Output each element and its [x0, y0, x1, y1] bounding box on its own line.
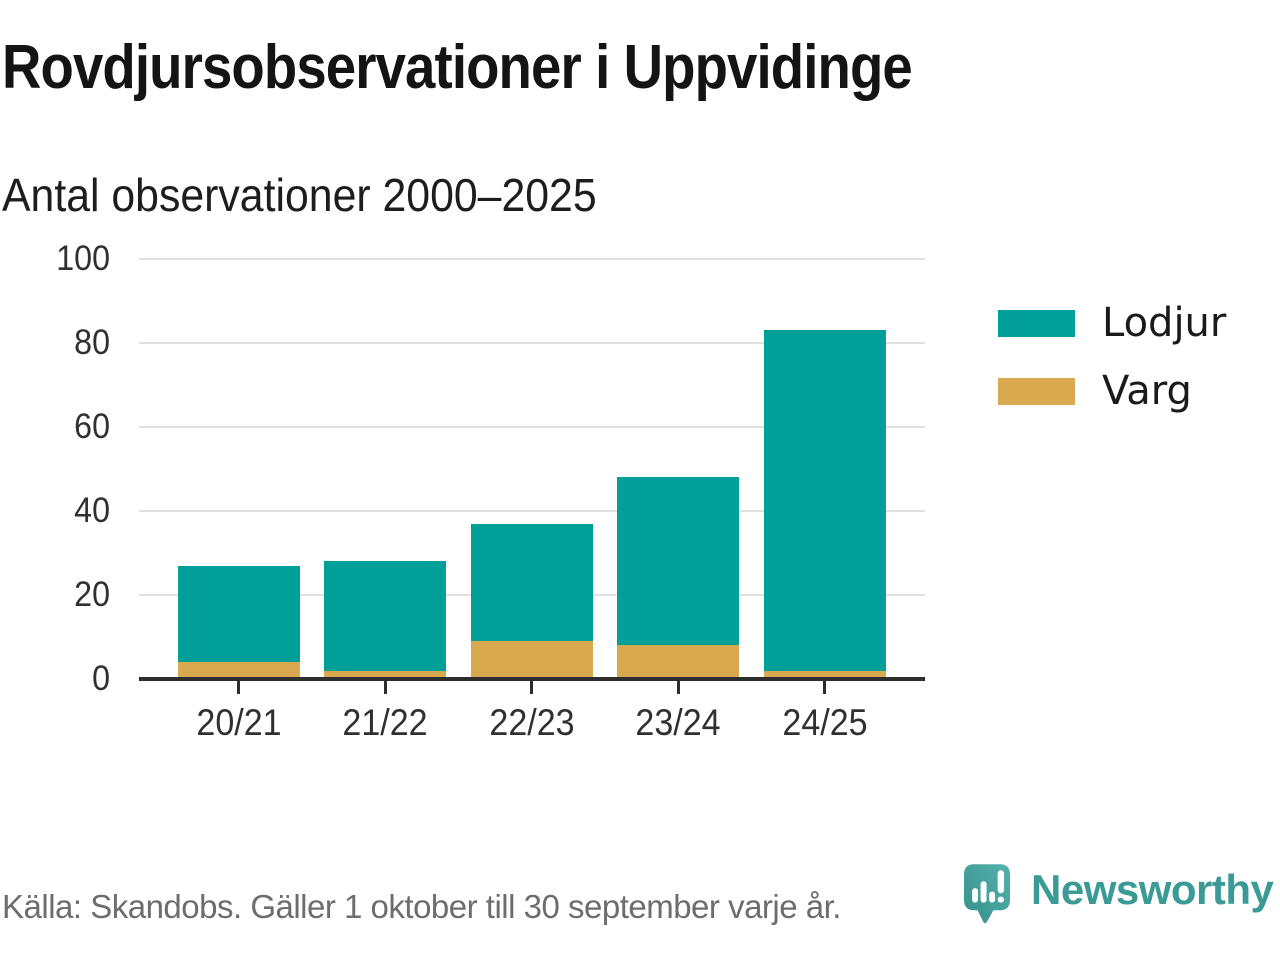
bar-segment-varg-24-25 [763, 670, 886, 679]
page-title: Rovdjursobservationer i Uppvidinge [2, 33, 913, 102]
bar-segment-varg-22-23 [470, 641, 593, 679]
chart-subtitle: Antal observationer 2000–2025 [2, 169, 597, 221]
bar-segment-varg-20-21 [177, 662, 300, 679]
brand-lockup: Newsworthy [964, 864, 1274, 925]
x-tick-label-20-21: 20/21 [195, 702, 282, 743]
bar-segment-varg-21-22 [324, 670, 446, 679]
plot-area [139, 258, 925, 679]
legend-swatch-varg [998, 377, 1075, 405]
y-tick-label-20: 20 [74, 575, 110, 614]
bar-segment-varg-23-24 [617, 645, 739, 679]
bar-segment-lodjur-23-24 [617, 477, 739, 646]
y-tick-label-80: 80 [74, 323, 110, 362]
legend-item-varg: Varg [998, 368, 1226, 414]
gridline-y60 [139, 426, 925, 428]
x-tick-label-21-22: 21/22 [342, 702, 428, 743]
gridline-y100 [139, 258, 925, 260]
source-note: Källa: Skandobs. Gäller 1 oktober till 3… [2, 888, 841, 925]
x-tick-22-23 [530, 681, 533, 694]
bar-segment-lodjur-20-21 [177, 565, 300, 663]
x-tick-label-22-23: 22/23 [488, 702, 575, 743]
gridline-y40 [139, 510, 925, 512]
y-tick-label-60: 60 [74, 407, 110, 446]
legend-label-lodjur: Lodjur [1102, 300, 1227, 346]
x-tick-24-25 [823, 681, 826, 694]
legend-swatch-lodjur [998, 309, 1075, 337]
x-tick-23-24 [676, 681, 680, 694]
brand-name: Newsworthy [1031, 866, 1274, 913]
x-tick-label-23-24: 23/24 [635, 702, 721, 743]
x-axis-line [139, 677, 925, 681]
y-tick-label-100: 100 [56, 239, 110, 278]
legend-label-varg: Varg [1102, 368, 1192, 414]
x-tick-20-21 [237, 681, 240, 694]
bar-segment-lodjur-24-25 [763, 330, 886, 671]
x-tick-label-24-25: 24/25 [781, 702, 868, 743]
y-tick-label-0: 0 [92, 659, 110, 698]
x-tick-21-22 [383, 681, 387, 694]
bar-segment-lodjur-21-22 [324, 561, 446, 671]
legend-item-lodjur: Lodjur [998, 300, 1226, 346]
gridline-y80 [139, 342, 925, 344]
newsworthy-logo-icon [964, 864, 1010, 924]
legend: Lodjur Varg [998, 300, 1226, 414]
y-tick-label-40: 40 [74, 491, 110, 530]
bar-segment-lodjur-22-23 [470, 523, 593, 642]
